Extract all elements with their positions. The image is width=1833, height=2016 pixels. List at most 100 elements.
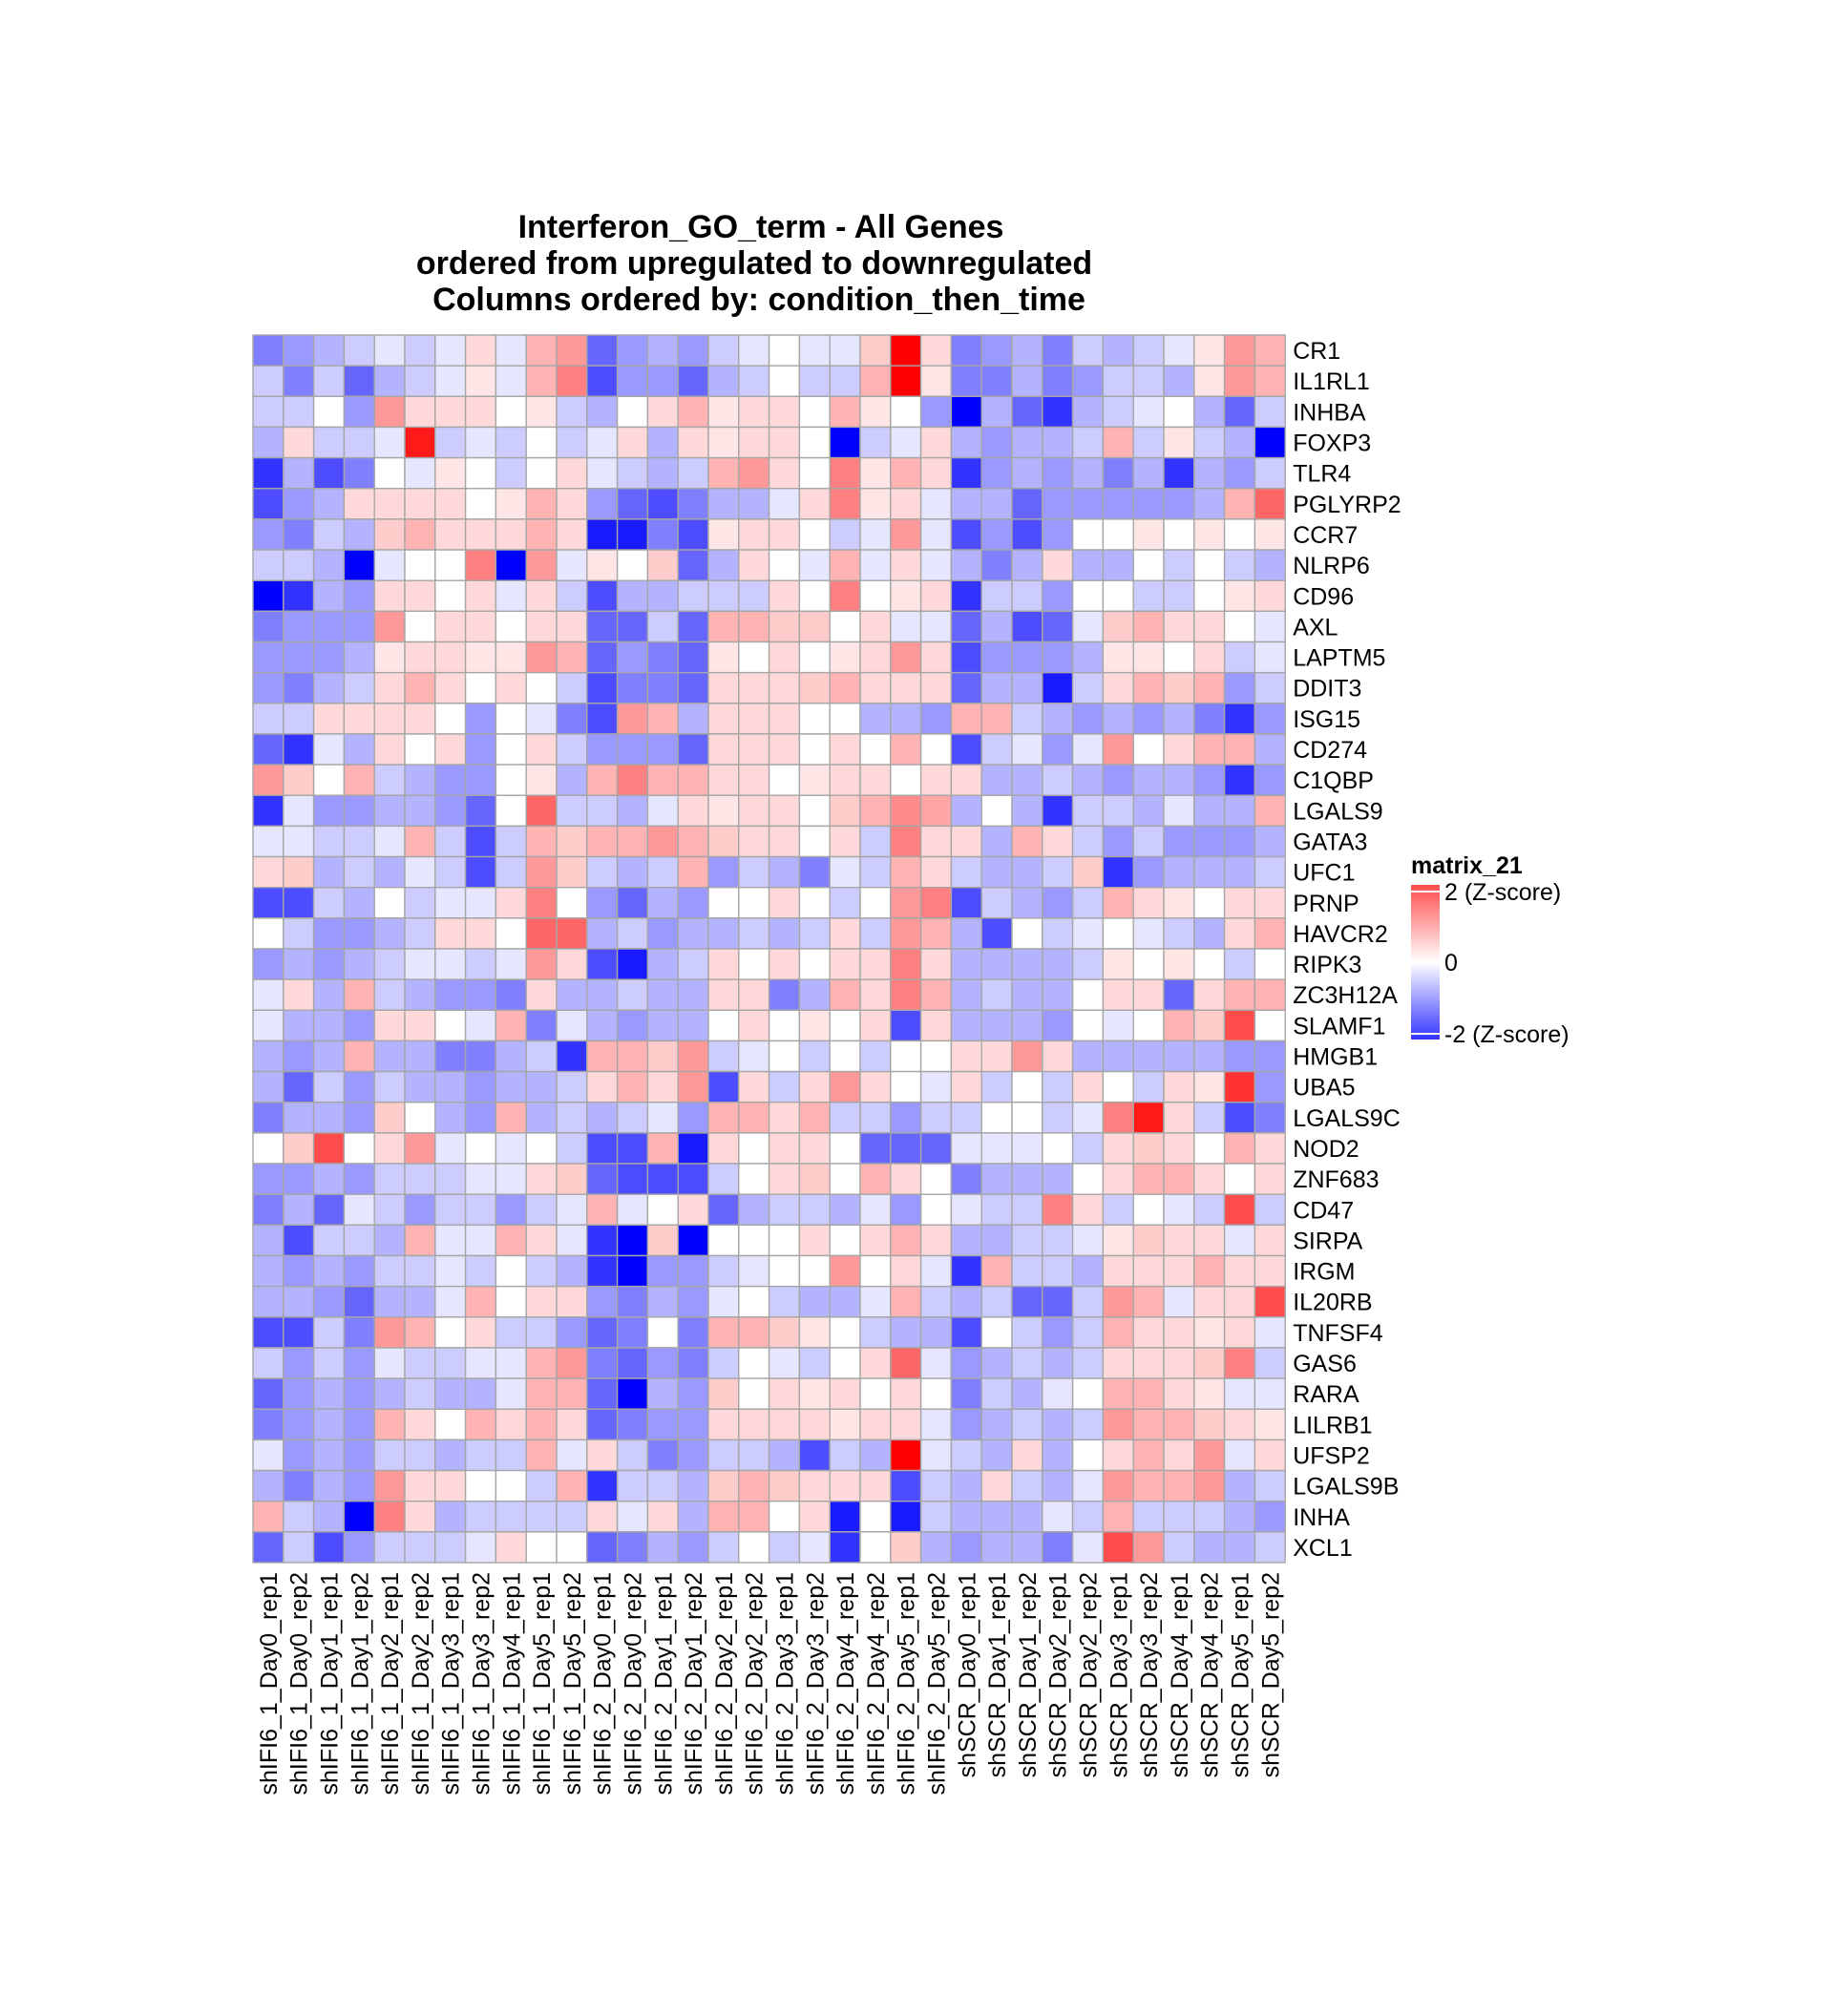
heatmap-cell — [434, 1316, 467, 1349]
heatmap-cell — [1042, 1377, 1074, 1410]
heatmap-cell — [859, 917, 892, 950]
heatmap-cell — [434, 825, 467, 858]
heatmap-cell — [646, 1102, 679, 1134]
heatmap-cell — [283, 1009, 315, 1042]
heatmap-cell — [616, 1316, 649, 1349]
heatmap-cell — [980, 1132, 1013, 1165]
heatmap-cell — [252, 1009, 284, 1042]
heatmap-cell — [1102, 579, 1134, 613]
heatmap-cell — [1071, 1316, 1105, 1349]
heatmap-cell — [556, 365, 588, 397]
heatmap-cell — [738, 1438, 770, 1472]
heatmap-cell — [1223, 1070, 1256, 1103]
heatmap-cell — [919, 794, 953, 828]
heatmap-cell — [1011, 671, 1043, 704]
heatmap-cell — [1102, 1469, 1134, 1502]
heatmap-cell — [464, 1070, 497, 1103]
heatmap-cell — [404, 1531, 436, 1564]
heatmap-cell — [1163, 764, 1195, 796]
heatmap-cell — [1042, 671, 1074, 704]
heatmap-cell — [707, 1132, 740, 1165]
heatmap-cell — [1132, 1102, 1165, 1134]
heatmap-cell — [677, 395, 709, 429]
heatmap-cell — [434, 1408, 467, 1441]
heatmap-cell — [1163, 1469, 1195, 1502]
heatmap-cell — [373, 1438, 406, 1472]
heatmap-cell — [252, 640, 284, 674]
row-label: ZNF683 — [1293, 1166, 1379, 1193]
heatmap-cell — [1042, 887, 1074, 919]
heatmap-cell — [890, 395, 922, 429]
heatmap-cell — [1163, 365, 1195, 397]
heatmap-cell — [464, 733, 497, 766]
column-label: shSCR_Day4_rep2 — [1197, 1572, 1224, 1777]
heatmap-cell — [798, 978, 831, 1012]
color-legend: matrix_21 2 (Z-score) 0 -2 (Z-score) — [1411, 852, 1570, 1048]
heatmap-cell — [616, 579, 649, 613]
row-labels: CR1 IL1RL1 INHBA FOXP3 TLR4 PGLYRP2 CCR7 NLRP6 C… — [1293, 338, 1401, 1562]
heatmap-cell — [1193, 1224, 1226, 1257]
column-labels: shIFI6_1_Day0_rep1 shIFI6_1_Day0_rep2 shIF… — [256, 1572, 1284, 1795]
heatmap-cell — [252, 1102, 284, 1134]
heatmap-cell — [1071, 1009, 1105, 1042]
heatmap-cell — [312, 518, 346, 551]
heatmap-cell — [890, 1438, 922, 1472]
heatmap-cell — [252, 1316, 284, 1349]
heatmap-cell — [312, 1531, 346, 1564]
heatmap-cell — [707, 703, 740, 735]
heatmap-cell — [373, 733, 406, 766]
heatmap-cell — [464, 1254, 497, 1288]
heatmap-cell — [1011, 1531, 1043, 1564]
heatmap-cell — [738, 549, 770, 581]
heatmap-cell — [707, 887, 740, 919]
heatmap-cell — [1071, 948, 1105, 980]
heatmap-cell — [859, 1438, 892, 1472]
heatmap-cell — [1011, 1163, 1043, 1195]
heatmap-cell — [495, 1500, 527, 1533]
heatmap-cell — [312, 334, 346, 367]
heatmap-cell — [646, 917, 679, 950]
heatmap-cell — [1102, 1316, 1134, 1349]
heatmap-cell — [919, 549, 953, 581]
heatmap-cell — [556, 640, 588, 674]
heatmap-cell — [677, 365, 709, 397]
heatmap-cell — [1011, 703, 1043, 735]
heatmap-cell — [1042, 610, 1074, 643]
heatmap-cell — [890, 1531, 922, 1564]
heatmap-cell — [1163, 671, 1195, 704]
heatmap-cell — [616, 1132, 649, 1165]
heatmap-cell — [646, 610, 679, 643]
heatmap-cell — [829, 1347, 861, 1379]
heatmap-cell — [738, 1040, 770, 1073]
heatmap-cell — [859, 1347, 892, 1379]
heatmap-cell — [404, 395, 436, 429]
heatmap-cell — [1254, 794, 1286, 828]
heatmap-cell — [1011, 948, 1043, 980]
heatmap-cell — [1011, 1132, 1043, 1165]
heatmap-cell — [464, 887, 497, 919]
heatmap-cell — [404, 1254, 436, 1288]
heatmap-cell — [646, 887, 679, 919]
heatmap-cell — [556, 579, 588, 613]
heatmap-cell — [798, 1009, 831, 1042]
row-label: NLRP6 — [1293, 553, 1370, 579]
heatmap-cell — [404, 1438, 436, 1472]
heatmap-cell — [616, 1254, 649, 1288]
heatmap-cell — [1163, 1347, 1195, 1379]
heatmap-cell — [525, 365, 558, 397]
heatmap-cell — [586, 1531, 619, 1564]
heatmap-cell — [1102, 825, 1134, 858]
heatmap-cell — [859, 887, 892, 919]
heatmap-cell — [252, 1132, 284, 1165]
heatmap-cell — [283, 1132, 315, 1165]
heatmap-cell — [1223, 978, 1256, 1012]
heatmap-cell — [525, 794, 558, 828]
heatmap-cell — [252, 917, 284, 950]
heatmap-cell — [556, 855, 588, 889]
heatmap-cell — [829, 334, 861, 367]
heatmap-cell — [343, 1377, 375, 1410]
heatmap-cell — [768, 426, 801, 459]
heatmap-cell — [1193, 1377, 1226, 1410]
heatmap-cell — [1132, 917, 1165, 950]
heatmap-cell — [1193, 640, 1226, 674]
